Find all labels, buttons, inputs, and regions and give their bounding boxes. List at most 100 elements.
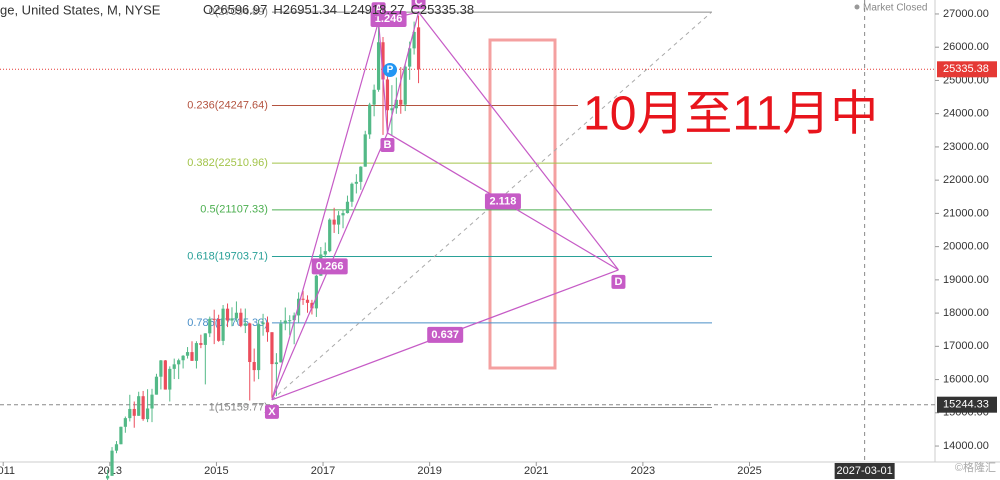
pattern-line — [377, 21, 389, 133]
candle-body — [345, 201, 350, 214]
ohlc-key: L — [343, 2, 350, 17]
candle-body — [154, 376, 159, 395]
price-tag-label: 15244.33 — [943, 399, 989, 411]
candle-body — [305, 299, 310, 303]
fib-label: 0.382(22510.96) — [187, 157, 268, 169]
candle-body — [265, 322, 270, 333]
candle-body — [403, 66, 407, 105]
last-price-label: 25335.38 — [943, 63, 989, 75]
candle-body — [145, 408, 150, 420]
header-symbol: ge, United States, M, NYSE — [0, 2, 161, 17]
candle-body — [408, 48, 412, 67]
candle-body — [381, 42, 385, 80]
candle-body — [328, 219, 332, 252]
pattern-point-label: B — [383, 139, 391, 151]
candle-body — [257, 324, 261, 371]
y-tick-label: 26000.00 — [943, 41, 989, 53]
candle-body — [137, 396, 141, 416]
candle-body — [301, 298, 305, 300]
x-tick-label: 2025 — [737, 465, 761, 477]
candle-body — [190, 352, 194, 361]
candle-body — [230, 318, 234, 321]
candle-body — [283, 320, 287, 324]
y-tick-label: 20000.00 — [943, 241, 989, 253]
candle-body — [248, 323, 252, 363]
ohlc-value: 26951.34 — [283, 2, 337, 17]
ohlc-value: 25335.38 — [420, 2, 474, 17]
candle-body — [274, 362, 278, 365]
candle-body — [350, 183, 354, 202]
candle-body — [203, 333, 207, 345]
ratio-box — [427, 326, 464, 343]
candle-body — [225, 308, 230, 321]
y-tick-label: 21000.00 — [943, 207, 989, 219]
y-tick-label: 18000.00 — [943, 307, 989, 319]
status-dot — [854, 4, 860, 10]
y-tick-label: 23000.00 — [943, 141, 989, 153]
ohlc-value: 26596.97 — [213, 2, 267, 17]
candle-body — [123, 418, 127, 427]
fib-label: 0.236(24247.64) — [187, 99, 268, 111]
candle-body — [128, 408, 132, 419]
pattern-point-label: X — [268, 406, 276, 418]
pattern-point-label: D — [614, 276, 622, 288]
fib-label: 1(15159.77) — [209, 401, 268, 413]
date-tag-label: 2027-03-01 — [836, 465, 892, 477]
header-ohlc: O26596.97 H26951.34 L24918.27 C25335.38 — [203, 2, 474, 17]
pattern-line — [386, 11, 420, 134]
y-tick-label: 19000.00 — [943, 274, 989, 286]
candle-body — [292, 315, 296, 321]
candle-body — [368, 104, 372, 135]
pattern-point-label: A — [375, 3, 383, 15]
ratio-box — [311, 258, 348, 275]
candle-body — [150, 394, 154, 409]
pattern-line — [271, 21, 380, 401]
x-tick-label: 2019 — [417, 465, 441, 477]
candle-body — [416, 27, 421, 70]
candle-body — [332, 219, 336, 225]
candle-body — [177, 360, 181, 365]
ohlc-key: H — [273, 2, 282, 17]
ratio-label: 0.266 — [316, 260, 344, 272]
y-tick-label: 24000.00 — [943, 108, 989, 120]
fib-label: 0.5(21107.33) — [200, 204, 268, 216]
pivot-label: P — [387, 65, 394, 76]
candle-body — [132, 408, 136, 416]
pattern-line — [418, 11, 619, 271]
candle-body — [314, 275, 318, 309]
candle-body — [194, 343, 199, 361]
candle-body — [394, 99, 398, 109]
x-tick-label: 2013 — [98, 465, 122, 477]
candle-body — [323, 251, 327, 255]
pattern-point-box — [411, 0, 426, 10]
candle-body — [310, 302, 314, 309]
candle-body — [354, 181, 358, 184]
candle-body — [141, 396, 145, 420]
candle-body — [168, 368, 172, 390]
candle-body — [212, 318, 216, 320]
candle-body — [163, 360, 167, 390]
candle-body — [279, 323, 283, 363]
price-tag — [937, 396, 997, 413]
fib-label: 0.618(19703.71) — [187, 250, 268, 262]
candle-body — [105, 475, 110, 479]
y-tick-label: 17000.00 — [943, 340, 989, 352]
annotation: 10月至11月中 — [583, 88, 878, 141]
candle-body — [412, 31, 416, 49]
candle-body — [221, 308, 225, 341]
x-tick-label: 2017 — [311, 465, 335, 477]
x-tick-label: 2023 — [631, 465, 655, 477]
candle-body — [185, 352, 190, 356]
candle-body — [208, 318, 212, 334]
status: Market Closed — [863, 3, 927, 14]
watermark: ©格隆汇 — [955, 460, 996, 474]
date-tag — [834, 463, 895, 479]
candle-body — [288, 320, 292, 322]
candle-body — [199, 343, 203, 345]
trend-line — [271, 11, 713, 401]
candle-body — [385, 79, 390, 111]
x-tick-label: 2021 — [524, 465, 548, 477]
pattern-point-box — [264, 404, 279, 419]
